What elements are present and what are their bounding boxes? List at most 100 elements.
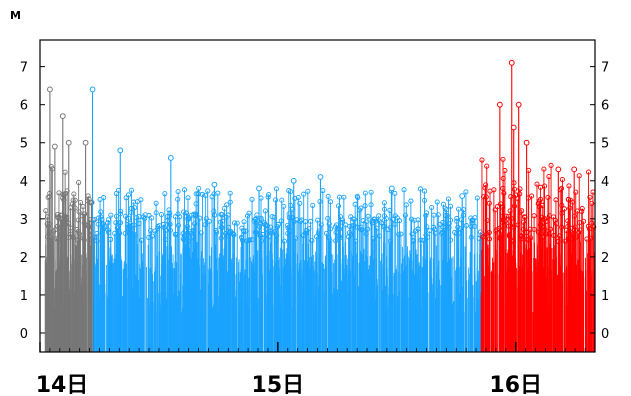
event-marker-day15 bbox=[266, 192, 272, 198]
event-marker-day15 bbox=[297, 218, 303, 224]
event-marker-day15 bbox=[456, 206, 462, 212]
notable-marker-day15 bbox=[317, 174, 324, 180]
event-marker-recent bbox=[566, 235, 572, 241]
event-marker-day15 bbox=[98, 214, 104, 220]
notable-marker-recent bbox=[508, 59, 515, 66]
event-marker-day15 bbox=[409, 216, 415, 222]
y-tick-label-right: 5 bbox=[601, 137, 609, 152]
event-marker-day15 bbox=[285, 230, 291, 236]
event-marker-day15 bbox=[205, 188, 211, 194]
event-marker-earlier bbox=[55, 212, 61, 218]
event-marker-day15 bbox=[247, 237, 253, 243]
event-marker-day15 bbox=[224, 202, 230, 208]
event-marker-day15 bbox=[153, 200, 159, 206]
event-marker-day15 bbox=[113, 220, 119, 226]
event-marker-day15 bbox=[305, 188, 311, 194]
y-tick-label-left: 3 bbox=[20, 213, 28, 228]
event-marker-recent bbox=[552, 217, 558, 223]
event-marker-day15 bbox=[185, 195, 191, 201]
event-marker-day15 bbox=[396, 218, 403, 224]
event-marker-recent bbox=[501, 190, 507, 196]
event-marker-recent bbox=[483, 194, 489, 200]
notable-marker-day15 bbox=[211, 181, 218, 188]
event-marker-day15 bbox=[262, 208, 268, 214]
event-marker-day15 bbox=[193, 201, 199, 207]
y-tick-label-left: 6 bbox=[20, 99, 28, 114]
event-marker-day15 bbox=[234, 220, 240, 226]
event-marker-day15 bbox=[249, 196, 255, 202]
event-marker-day15 bbox=[371, 216, 377, 222]
event-marker-recent bbox=[576, 230, 582, 236]
event-marker-day15 bbox=[127, 220, 133, 226]
event-marker-recent bbox=[547, 226, 554, 232]
event-marker-day15 bbox=[427, 228, 433, 234]
event-marker-day15 bbox=[415, 217, 421, 223]
y-tick-label-left: 0 bbox=[20, 327, 28, 342]
event-marker-day15 bbox=[175, 211, 181, 217]
event-marker-earlier bbox=[76, 209, 82, 215]
event-marker-day15 bbox=[339, 219, 346, 225]
event-marker-day15 bbox=[304, 230, 310, 236]
event-marker-day15 bbox=[326, 221, 332, 227]
event-marker-day15 bbox=[326, 235, 332, 241]
event-marker-earlier bbox=[89, 199, 95, 205]
event-marker-day15 bbox=[131, 222, 137, 228]
event-marker-day15 bbox=[182, 228, 188, 234]
event-marker-day15 bbox=[95, 215, 102, 221]
event-marker-day15 bbox=[175, 196, 181, 202]
event-marker-day15 bbox=[333, 229, 339, 236]
event-marker-day15 bbox=[189, 212, 195, 218]
event-marker-day15 bbox=[244, 213, 251, 219]
event-marker-day15 bbox=[365, 226, 371, 232]
event-marker-recent bbox=[586, 169, 592, 175]
event-marker-day15 bbox=[410, 238, 416, 244]
event-marker-day15 bbox=[381, 200, 387, 206]
event-marker-day15 bbox=[303, 227, 309, 234]
y-tick-label-right: 6 bbox=[601, 99, 609, 114]
event-marker-recent bbox=[576, 173, 582, 179]
event-marker-recent bbox=[568, 229, 574, 235]
event-marker-day15 bbox=[181, 187, 188, 193]
event-marker-day15 bbox=[263, 226, 269, 232]
event-marker-earlier bbox=[56, 190, 62, 196]
event-marker-day15 bbox=[158, 212, 164, 218]
event-marker-day15 bbox=[132, 205, 138, 211]
event-marker-day15 bbox=[402, 212, 408, 218]
event-marker-recent bbox=[566, 183, 572, 189]
event-marker-recent bbox=[534, 181, 540, 187]
event-marker-day15 bbox=[325, 193, 331, 200]
event-marker-day15 bbox=[218, 211, 224, 217]
notable-marker-earlier bbox=[51, 143, 58, 150]
event-marker-earlier bbox=[76, 180, 82, 186]
event-marker-earlier bbox=[77, 235, 83, 241]
event-marker-day15 bbox=[454, 218, 460, 224]
event-marker-day15 bbox=[332, 224, 338, 230]
event-marker-day15 bbox=[337, 226, 343, 232]
notable-marker-recent bbox=[523, 139, 530, 146]
event-marker-day15 bbox=[285, 225, 291, 231]
event-marker-recent bbox=[503, 213, 509, 219]
event-marker-day15 bbox=[442, 205, 448, 211]
event-marker-day15 bbox=[166, 213, 172, 219]
event-marker-day15 bbox=[266, 234, 272, 240]
event-marker-recent bbox=[543, 219, 549, 225]
notable-marker-earlier bbox=[59, 113, 66, 119]
event-marker-day15 bbox=[382, 223, 388, 229]
event-marker-earlier bbox=[69, 201, 75, 207]
notable-marker-recent bbox=[571, 166, 578, 173]
event-marker-day15 bbox=[422, 197, 428, 203]
event-marker-day15 bbox=[183, 210, 190, 216]
event-marker-day15 bbox=[297, 200, 303, 206]
event-marker-day15 bbox=[392, 190, 398, 196]
event-marker-recent bbox=[541, 166, 547, 172]
event-marker-day15 bbox=[288, 189, 294, 195]
y-tick-label-left: 1 bbox=[20, 289, 28, 304]
event-marker-day15 bbox=[288, 202, 294, 208]
y-tick-label-right: 0 bbox=[601, 327, 609, 342]
event-marker-day15 bbox=[218, 224, 224, 230]
event-marker-day15 bbox=[219, 218, 225, 224]
event-marker-day15 bbox=[418, 237, 424, 243]
notable-marker-earlier bbox=[82, 139, 89, 146]
event-marker-day15 bbox=[308, 218, 314, 224]
